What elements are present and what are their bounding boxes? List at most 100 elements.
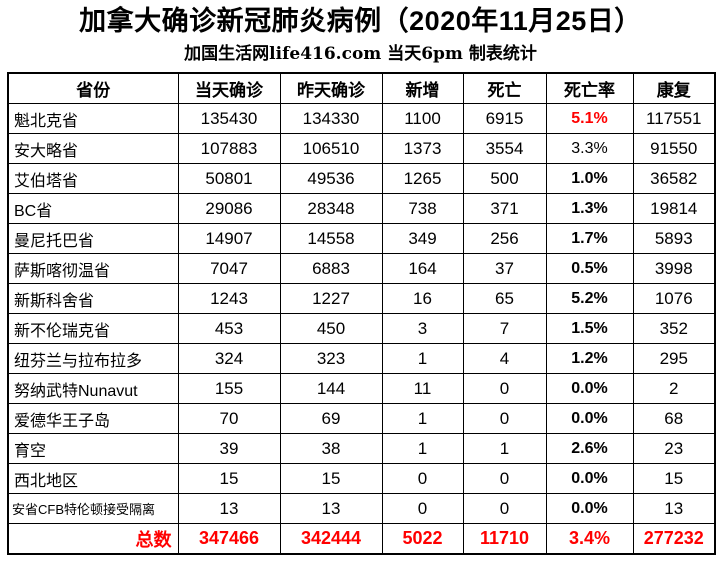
cell-deaths: 0 — [462, 493, 547, 524]
cell-recovered: 295 — [632, 343, 716, 374]
cell-death_rate: 0.0% — [545, 493, 634, 524]
table-row: 纽芬兰与拉布拉多 324 323 1 4 1.2% 295 — [7, 343, 716, 374]
cell-yesterday: 323 — [279, 343, 383, 374]
cell-province: 爱德华王子岛 — [7, 403, 179, 434]
cell-province: 新斯科舍省 — [7, 283, 179, 314]
cell-today: 29086 — [177, 193, 281, 224]
cell-new: 1265 — [381, 163, 464, 194]
cell-death_rate: 5.1% — [545, 103, 634, 134]
cell-province: 安大略省 — [7, 133, 179, 164]
cell-yesterday: 49536 — [279, 163, 383, 194]
total-row: 总数 347466 342444 5022 11710 3.4% 277232 — [7, 523, 716, 555]
cell-today: 7047 — [177, 253, 281, 284]
cell-yesterday: 144 — [279, 373, 383, 404]
cell-deaths: 7 — [462, 313, 547, 344]
table-row: 爱德华王子岛 70 69 1 0 0.0% 68 — [7, 403, 716, 434]
cell-new: 1100 — [381, 103, 464, 134]
table-row: 安省CFB特伦顿接受隔离 13 13 0 0 0.0% 13 — [7, 493, 716, 524]
cell-recovered: 13 — [632, 493, 716, 524]
total-cell-province: 总数 — [7, 523, 179, 555]
cell-recovered: 117551 — [632, 103, 716, 134]
cell-new: 11 — [381, 373, 464, 404]
cell-new: 349 — [381, 223, 464, 254]
page-title: 加拿大确诊新冠肺炎病例（2020年11月25日） — [79, 6, 642, 36]
total-cell-death_rate: 3.4% — [545, 523, 634, 555]
cell-today: 324 — [177, 343, 281, 374]
total-cell-yesterday: 342444 — [279, 523, 383, 555]
cell-new: 1 — [381, 403, 464, 434]
cell-recovered: 5893 — [632, 223, 716, 254]
cell-death_rate: 0.0% — [545, 403, 634, 434]
cell-death_rate: 1.0% — [545, 163, 634, 194]
cell-death_rate: 2.6% — [545, 433, 634, 464]
column-header-recovered: 康复 — [632, 72, 716, 104]
table-row: 萨斯喀彻温省 7047 6883 164 37 0.5% 3998 — [7, 253, 716, 284]
cell-today: 15 — [177, 463, 281, 494]
table-row: 安大略省 107883 106510 1373 3554 3.3% 91550 — [7, 133, 716, 164]
cell-today: 155 — [177, 373, 281, 404]
total-cell-recovered: 277232 — [632, 523, 716, 555]
cell-recovered: 1076 — [632, 283, 716, 314]
cell-deaths: 0 — [462, 403, 547, 434]
total-cell-deaths: 11710 — [462, 523, 547, 555]
cell-yesterday: 134330 — [279, 103, 383, 134]
column-header-deaths: 死亡 — [462, 72, 547, 104]
cell-recovered: 19814 — [632, 193, 716, 224]
cell-yesterday: 38 — [279, 433, 383, 464]
table-row: 魁北克省 135430 134330 1100 6915 5.1% 117551 — [7, 103, 716, 134]
total-cell-today: 347466 — [177, 523, 281, 555]
cell-province: 育空 — [7, 433, 179, 464]
cell-yesterday: 69 — [279, 403, 383, 434]
cell-deaths: 0 — [462, 463, 547, 494]
cell-death_rate: 5.2% — [545, 283, 634, 314]
cell-recovered: 352 — [632, 313, 716, 344]
cell-death_rate: 0.5% — [545, 253, 634, 284]
total-cell-new: 5022 — [381, 523, 464, 555]
cell-new: 16 — [381, 283, 464, 314]
cell-yesterday: 6883 — [279, 253, 383, 284]
cell-deaths: 0 — [462, 373, 547, 404]
cell-yesterday: 450 — [279, 313, 383, 344]
cell-recovered: 36582 — [632, 163, 716, 194]
cell-province: 艾伯塔省 — [7, 163, 179, 194]
cell-province: 魁北克省 — [7, 103, 179, 134]
cell-today: 39 — [177, 433, 281, 464]
table-row: 艾伯塔省 50801 49536 1265 500 1.0% 36582 — [7, 163, 716, 194]
cell-today: 70 — [177, 403, 281, 434]
cell-province: BC省 — [7, 193, 179, 224]
cell-new: 738 — [381, 193, 464, 224]
cell-deaths: 65 — [462, 283, 547, 314]
cell-province: 纽芬兰与拉布拉多 — [7, 343, 179, 374]
cell-recovered: 23 — [632, 433, 716, 464]
cell-province: 曼尼托巴省 — [7, 223, 179, 254]
column-header-province: 省份 — [7, 72, 179, 104]
cell-recovered: 15 — [632, 463, 716, 494]
column-header-new: 新增 — [381, 72, 464, 104]
cell-today: 14907 — [177, 223, 281, 254]
cell-today: 107883 — [177, 133, 281, 164]
cell-province: 新不伦瑞克省 — [7, 313, 179, 344]
cell-deaths: 371 — [462, 193, 547, 224]
header-row: 省份 当天确诊 昨天确诊 新增 死亡 死亡率 康复 — [7, 72, 716, 104]
cell-deaths: 6915 — [462, 103, 547, 134]
cell-new: 1 — [381, 433, 464, 464]
cell-yesterday: 28348 — [279, 193, 383, 224]
cell-death_rate: 1.5% — [545, 313, 634, 344]
table-row: BC省 29086 28348 738 371 1.3% 19814 — [7, 193, 716, 224]
cell-today: 453 — [177, 313, 281, 344]
cell-today: 1243 — [177, 283, 281, 314]
cell-death_rate: 3.3% — [545, 133, 634, 164]
cell-today: 50801 — [177, 163, 281, 194]
cell-yesterday: 1227 — [279, 283, 383, 314]
cell-yesterday: 106510 — [279, 133, 383, 164]
cell-today: 135430 — [177, 103, 281, 134]
cell-province: 努纳武特Nunavut — [7, 373, 179, 404]
cell-deaths: 4 — [462, 343, 547, 374]
cell-recovered: 68 — [632, 403, 716, 434]
cell-new: 164 — [381, 253, 464, 284]
cell-yesterday: 13 — [279, 493, 383, 524]
table-row: 新不伦瑞克省 453 450 3 7 1.5% 352 — [7, 313, 716, 344]
table-row: 西北地区 15 15 0 0 0.0% 15 — [7, 463, 716, 494]
cell-new: 0 — [381, 463, 464, 494]
table-header: 省份 当天确诊 昨天确诊 新增 死亡 死亡率 康复 — [7, 72, 716, 104]
